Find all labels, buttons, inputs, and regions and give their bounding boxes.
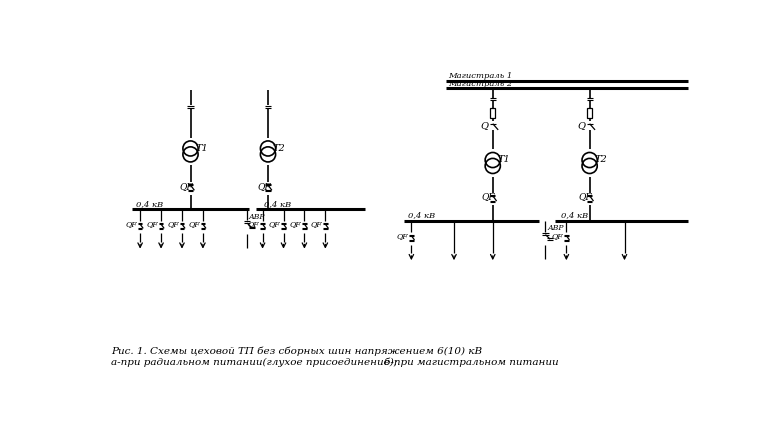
- Bar: [491, 108, 495, 118]
- Text: T1: T1: [498, 156, 510, 164]
- Text: QF: QF: [147, 220, 158, 228]
- Text: QF: QF: [290, 220, 301, 228]
- Text: 0,4 кВ: 0,4 кВ: [264, 200, 291, 208]
- Text: АВР: АВР: [547, 224, 563, 232]
- Text: Рис. 1. Схемы цеховой ТП без сборных шин напряжением 6(10) кВ: Рис. 1. Схемы цеховой ТП без сборных шин…: [112, 347, 483, 356]
- Text: Магистраль 1: Магистраль 1: [448, 72, 512, 80]
- Text: QF: QF: [579, 192, 592, 201]
- Text: Q: Q: [577, 121, 585, 130]
- Text: T2: T2: [594, 156, 607, 164]
- Text: 0,4 кВ: 0,4 кВ: [136, 200, 163, 208]
- Text: T2: T2: [273, 144, 285, 153]
- Text: АВР: АВР: [249, 213, 265, 221]
- Bar: [587, 108, 592, 118]
- Text: QF: QF: [269, 220, 280, 228]
- Text: QF: QF: [126, 220, 137, 228]
- Text: QF: QF: [248, 220, 260, 228]
- Text: б-при магистральном питании: б-при магистральном питании: [385, 358, 559, 367]
- Text: QF: QF: [310, 220, 322, 228]
- Text: QF: QF: [551, 232, 563, 240]
- Text: QF: QF: [168, 220, 179, 228]
- Text: а-при радиальном питании(глухое присоединение);: а-при радиальном питании(глухое присоеди…: [112, 358, 398, 367]
- Text: QF: QF: [397, 232, 408, 240]
- Text: 0,4 кВ: 0,4 кВ: [561, 211, 588, 219]
- Text: Магистраль 2: Магистраль 2: [448, 80, 512, 88]
- Text: Q: Q: [480, 121, 488, 130]
- Text: QF: QF: [188, 220, 200, 228]
- Text: QF: QF: [179, 181, 193, 190]
- Text: QF: QF: [482, 192, 495, 201]
- Text: QF: QF: [257, 181, 271, 190]
- Text: T1: T1: [195, 144, 208, 153]
- Text: 0,4 кВ: 0,4 кВ: [407, 211, 434, 219]
